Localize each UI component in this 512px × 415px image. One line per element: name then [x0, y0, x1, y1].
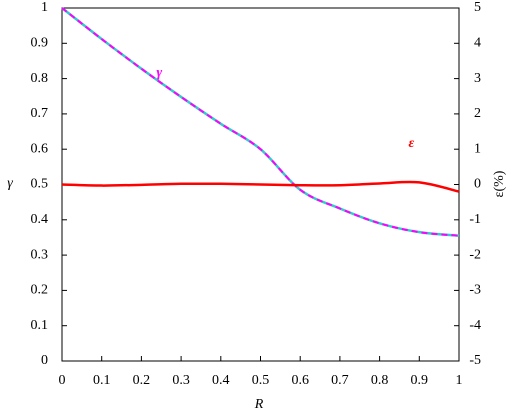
- y2-tick-label: 2: [474, 106, 481, 121]
- x-tick-label: 0.9: [411, 373, 429, 388]
- x-tick-label: 0.4: [212, 373, 230, 388]
- y-tick-label: 0.9: [31, 36, 49, 51]
- x-tick-label: 0.6: [291, 373, 309, 388]
- y2-tick-label: 4: [474, 36, 481, 51]
- annotation: γ: [156, 66, 162, 81]
- annotation: ε: [408, 136, 414, 151]
- x-tick-label: 0.5: [252, 373, 270, 388]
- y-tick-label: 0.5: [31, 177, 49, 192]
- series-line: [61, 7, 460, 237]
- x-axis-label: R: [254, 397, 264, 412]
- y2-tick-label: -1: [469, 212, 481, 227]
- x-tick-label: 0: [59, 373, 66, 388]
- y-tick-label: 0.2: [31, 283, 49, 298]
- y-tick-label: 0: [41, 353, 48, 368]
- y-tick-label: 0.1: [31, 318, 49, 333]
- y-tick-label: 0.3: [31, 247, 49, 262]
- series-line: [61, 7, 460, 237]
- x-tick-label: 0.2: [133, 373, 151, 388]
- y2-tick-label: 1: [474, 141, 481, 156]
- y-tick-label: 0.4: [31, 212, 49, 227]
- y-tick-label: 1: [41, 0, 48, 15]
- y2-tick-label: -4: [469, 318, 481, 333]
- y2-axis-label: ε(%): [492, 170, 507, 197]
- x-tick-label: 1: [456, 373, 463, 388]
- y2-tick-label: 5: [474, 0, 481, 15]
- y2-tick-label: -3: [469, 283, 481, 298]
- x-tick-label: 0.3: [172, 373, 190, 388]
- y2-tick-label: -2: [469, 247, 481, 262]
- x-tick-label: 0.1: [93, 373, 111, 388]
- y2-tick-label: 0: [474, 177, 481, 192]
- y-tick-label: 0.6: [31, 141, 49, 156]
- x-tick-label: 0.7: [331, 373, 349, 388]
- x-tick-label: 0.8: [371, 373, 389, 388]
- series-line: [61, 180, 460, 193]
- y-axis-label: γ: [7, 176, 13, 191]
- y2-tick-label: -5: [469, 353, 481, 368]
- y2-tick-label: 3: [474, 71, 481, 86]
- y-tick-label: 0.8: [31, 71, 49, 86]
- y-tick-label: 0.7: [31, 106, 49, 121]
